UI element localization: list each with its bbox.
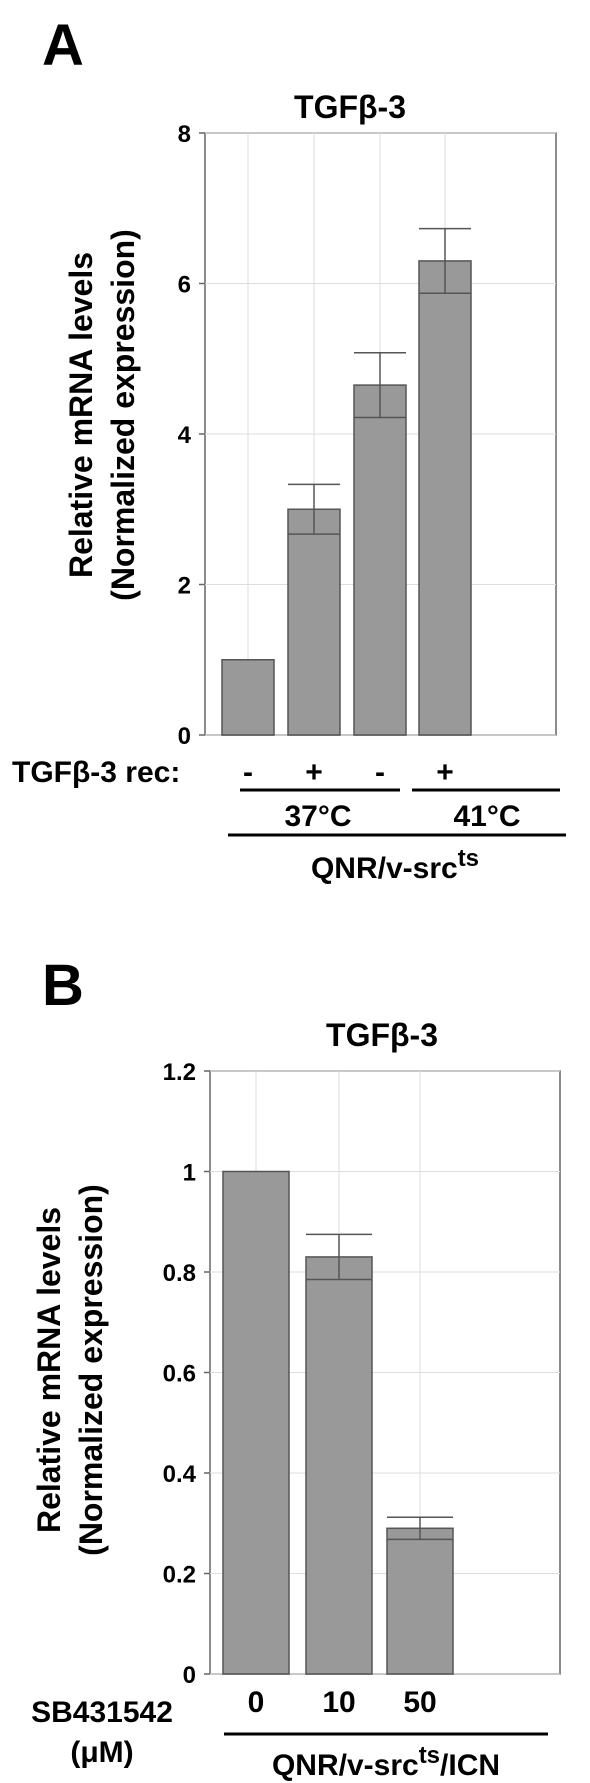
y-tick-label: 0 xyxy=(178,723,191,750)
panel-a-title: TGFβ-3 xyxy=(294,89,406,125)
y-tick-label: 0.4 xyxy=(163,1461,197,1488)
panel-a-ylabel-line2: (Normalized expression) xyxy=(105,229,141,601)
y-tick-label: 0.6 xyxy=(163,1361,196,1388)
panel-b-bars xyxy=(222,1170,454,1675)
x-category-label: + xyxy=(436,756,454,789)
panel-b-y-axis-label: Relative mRNA levels (Normalized express… xyxy=(31,1184,109,1556)
panel-a-y-axis-label: Relative mRNA levels (Normalized express… xyxy=(63,229,141,601)
y-tick-label: 6 xyxy=(178,272,191,299)
panel-a-group-41: 41°C xyxy=(453,800,520,833)
panel-b-title: TGFβ-3 xyxy=(326,1017,438,1053)
bar xyxy=(222,1170,290,1675)
panel-b-cell-line-base: QNR/v-src xyxy=(272,1749,419,1782)
bar xyxy=(386,1527,454,1675)
panel-b-treatment-label-line2: (μM) xyxy=(70,1736,133,1769)
x-category-label: 0 xyxy=(248,1686,265,1719)
panel-a-cell-line-base: QNR/v-src xyxy=(311,852,458,885)
x-category-label: 50 xyxy=(403,1686,436,1719)
y-tick-label: 4 xyxy=(178,422,192,449)
panel-a-cell-line-sup: ts xyxy=(458,845,479,872)
x-category-label: 10 xyxy=(322,1686,355,1719)
panel-b-y-ticks: 0 0.2 0.4 0.6 0.8 1 1.2 xyxy=(163,1059,210,1689)
x-category-label: - xyxy=(375,756,385,789)
panel-b-cell-line-sup: ts xyxy=(419,1742,440,1769)
panel-a-bars xyxy=(221,227,472,736)
panel-b-cell-line: QNR/v-srcts/ICN xyxy=(272,1742,500,1782)
y-tick-label: 8 xyxy=(178,121,191,148)
panel-a-y-ticks: 0 2 4 6 8 xyxy=(178,121,205,750)
panel-b: B TGFβ-3 0 0.2 0.4 0.6 0.8 1 1.2 Relative mRNA… xyxy=(31,953,561,1782)
y-tick-label: 2 xyxy=(178,573,191,600)
panel-b-treatment-label-line1: SB431542 xyxy=(31,1696,173,1729)
y-tick-label: 1.2 xyxy=(163,1059,196,1086)
bar xyxy=(353,384,407,736)
panel-a-group-37: 37°C xyxy=(284,800,351,833)
panel-b-ylabel-line2: (Normalized expression) xyxy=(73,1184,109,1556)
panel-b-letter: B xyxy=(42,953,84,1018)
y-tick-label: 1 xyxy=(183,1160,196,1187)
panel-a-ylabel-line1: Relative mRNA levels xyxy=(63,252,99,578)
x-category-label: + xyxy=(305,756,323,789)
bar xyxy=(221,659,275,736)
panel-a-cell-line: QNR/v-srcts xyxy=(311,845,479,885)
y-tick-label: 0.8 xyxy=(163,1260,196,1287)
panel-a-treatment-values: - + - + xyxy=(243,756,454,789)
panel-a-treatment-label: TGFβ-3 rec: xyxy=(12,756,180,789)
bar xyxy=(305,1256,373,1675)
bar xyxy=(418,260,472,736)
panel-b-ylabel-line1: Relative mRNA levels xyxy=(31,1207,67,1533)
panel-b-cell-line-suffix: /ICN xyxy=(440,1749,500,1782)
panel-a: A TGFβ-3 0 2 4 6 8 Relative mRNA levels (Nor… xyxy=(12,13,566,885)
y-tick-label: 0 xyxy=(183,1662,196,1689)
panel-a-letter: A xyxy=(42,13,84,78)
bar xyxy=(287,508,341,736)
panel-b-treatment-values: 0 10 50 xyxy=(248,1686,437,1719)
y-tick-label: 0.2 xyxy=(163,1562,196,1589)
x-category-label: - xyxy=(243,756,253,789)
